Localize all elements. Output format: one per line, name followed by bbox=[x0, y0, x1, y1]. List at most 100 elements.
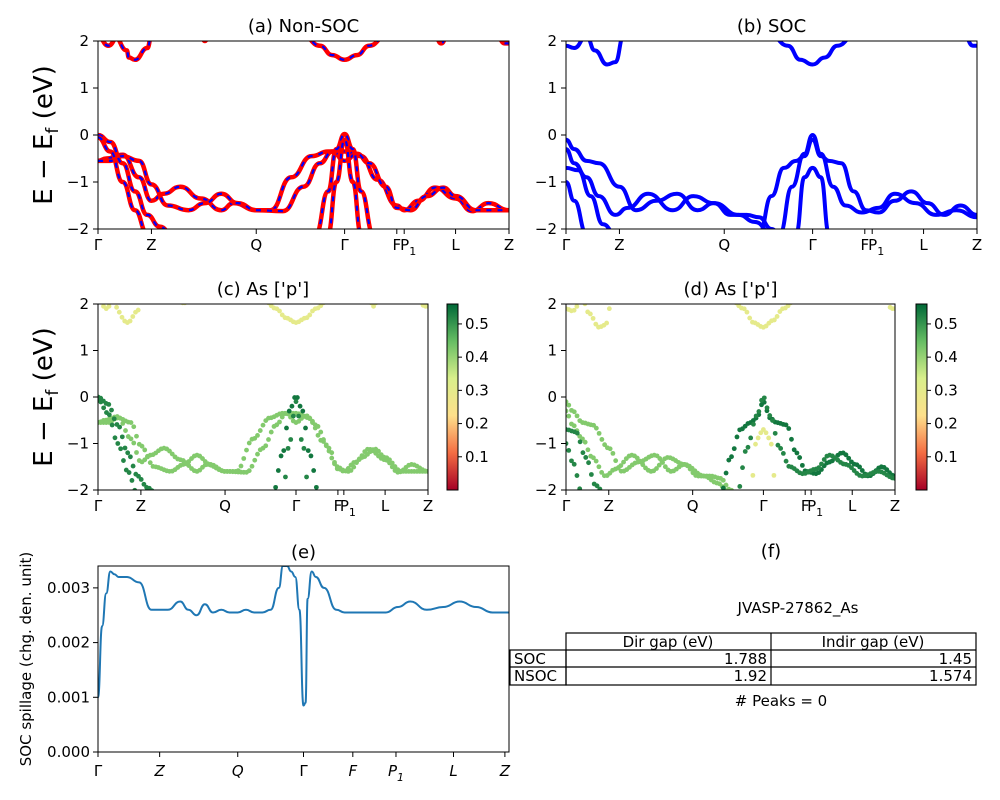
k-label: Q bbox=[687, 497, 699, 515]
k-label: Q bbox=[718, 236, 730, 254]
projection-point bbox=[729, 487, 734, 490]
projection-point bbox=[768, 441, 774, 447]
projection-point bbox=[147, 460, 153, 466]
projection-point bbox=[311, 468, 317, 473]
projection-point bbox=[761, 395, 767, 401]
axes-frame bbox=[565, 303, 896, 491]
k-label: L bbox=[449, 762, 457, 780]
projection-point bbox=[354, 460, 359, 466]
k-label: Z bbox=[499, 762, 511, 780]
projection-point bbox=[138, 477, 144, 482]
k-label: Z bbox=[614, 236, 624, 254]
projection-point bbox=[596, 430, 602, 436]
y-tick-label: 2 bbox=[547, 295, 557, 313]
panel-a-non-soc: (a) Non-SOC 2 1 0 −1 −2 Γ Z Q Γ F P1 L Z bbox=[67, 16, 514, 258]
projection-point bbox=[821, 457, 827, 462]
projection-point bbox=[741, 306, 747, 312]
projection-point bbox=[117, 424, 122, 430]
table-cell-nsoc-indir: 1.574 bbox=[929, 667, 972, 685]
band-line-soc-overlay bbox=[98, 150, 509, 213]
y-tick-label: −1 bbox=[535, 435, 557, 453]
projection-point bbox=[763, 430, 769, 436]
panel-d-as-p-projection-soc: (d) As ['p'] 2 1 0 −1 −2 Γ Z Q Γ FP1 L Z 0.5 0.4 0.3 0.2… bbox=[535, 279, 958, 519]
projection-point bbox=[131, 424, 137, 430]
projection-point bbox=[106, 412, 112, 418]
axes-frame bbox=[97, 303, 429, 491]
projection-point bbox=[263, 443, 269, 449]
projection-point bbox=[389, 460, 395, 466]
projection-point bbox=[637, 458, 643, 464]
band-line bbox=[780, 132, 977, 229]
projection-point bbox=[761, 427, 766, 432]
projection-point bbox=[587, 311, 593, 317]
k-label: P1 bbox=[340, 497, 356, 519]
band-line-nsoc bbox=[316, 131, 373, 229]
projection-point bbox=[112, 435, 118, 441]
projection-point bbox=[132, 487, 138, 490]
projection-point bbox=[799, 462, 805, 468]
k-label: Z bbox=[423, 497, 433, 515]
projection-point bbox=[775, 442, 781, 448]
projection-point bbox=[289, 403, 295, 409]
k-label: F bbox=[860, 236, 869, 254]
projection-point bbox=[266, 437, 271, 442]
projection-point bbox=[293, 399, 299, 405]
projection-point bbox=[734, 434, 740, 440]
projection-point bbox=[298, 437, 304, 442]
k-label: Z bbox=[504, 236, 514, 254]
panel-title: (b) SOC bbox=[737, 16, 806, 37]
projection-point bbox=[329, 455, 335, 461]
projection-point bbox=[125, 450, 131, 456]
projection-point bbox=[593, 425, 599, 431]
bands bbox=[98, 41, 509, 229]
k-label: P1 bbox=[388, 762, 404, 784]
k-label: Γ bbox=[808, 236, 817, 254]
projection-point bbox=[654, 466, 659, 471]
projection-point bbox=[308, 453, 314, 459]
band-line-nsoc bbox=[116, 41, 152, 63]
band-line-soc-overlay bbox=[98, 133, 167, 229]
projection-point bbox=[321, 437, 326, 442]
projection-point bbox=[571, 423, 577, 429]
projection-point bbox=[758, 430, 764, 436]
band-line-nsoc bbox=[201, 41, 209, 44]
projection-point bbox=[618, 463, 624, 468]
projection-point bbox=[766, 435, 772, 441]
k-label: Γ bbox=[94, 497, 103, 515]
projection-point bbox=[304, 474, 309, 480]
projection-point bbox=[566, 408, 569, 414]
projection-point bbox=[816, 465, 822, 471]
band-line-soc-overlay bbox=[101, 41, 115, 47]
projection-point bbox=[662, 464, 668, 470]
projection-point bbox=[127, 454, 133, 460]
projection-point bbox=[574, 473, 580, 478]
projection-point bbox=[115, 441, 121, 446]
svg-text:E − Ef (eV): E − Ef (eV) bbox=[29, 65, 63, 205]
projection-point bbox=[786, 426, 792, 431]
band-line bbox=[795, 165, 830, 229]
projection-point bbox=[566, 399, 569, 405]
projection-point bbox=[326, 445, 332, 451]
projection-point bbox=[351, 464, 357, 470]
projection-point bbox=[123, 428, 128, 433]
table-col-header-indir: Indir gap (eV) bbox=[822, 633, 925, 651]
panel-f-title: (f) bbox=[761, 541, 781, 562]
y-tick-label: −1 bbox=[535, 173, 557, 191]
projection-point bbox=[284, 425, 289, 431]
colorbar-tick-label: 0.5 bbox=[465, 315, 489, 333]
projection-point bbox=[819, 461, 824, 467]
bands bbox=[566, 41, 977, 229]
projection-point bbox=[593, 321, 599, 327]
projection-point bbox=[296, 413, 302, 419]
projection-point bbox=[130, 463, 136, 469]
panel-c-as-p-projection: (c) As ['p'] 2 1 0 −1 −2 Γ Z Q Γ FP1 L Z 0.5 0.4 0.3 0.2… bbox=[67, 279, 489, 519]
axes-frame bbox=[565, 40, 978, 230]
projection-point bbox=[785, 304, 791, 309]
projection-point bbox=[252, 457, 258, 463]
projection-point bbox=[797, 455, 803, 460]
band-line-soc-overlay bbox=[98, 150, 509, 213]
projection-point bbox=[387, 457, 392, 463]
projection-point bbox=[750, 472, 756, 478]
projection-point bbox=[329, 450, 335, 456]
projection-point bbox=[278, 453, 284, 459]
